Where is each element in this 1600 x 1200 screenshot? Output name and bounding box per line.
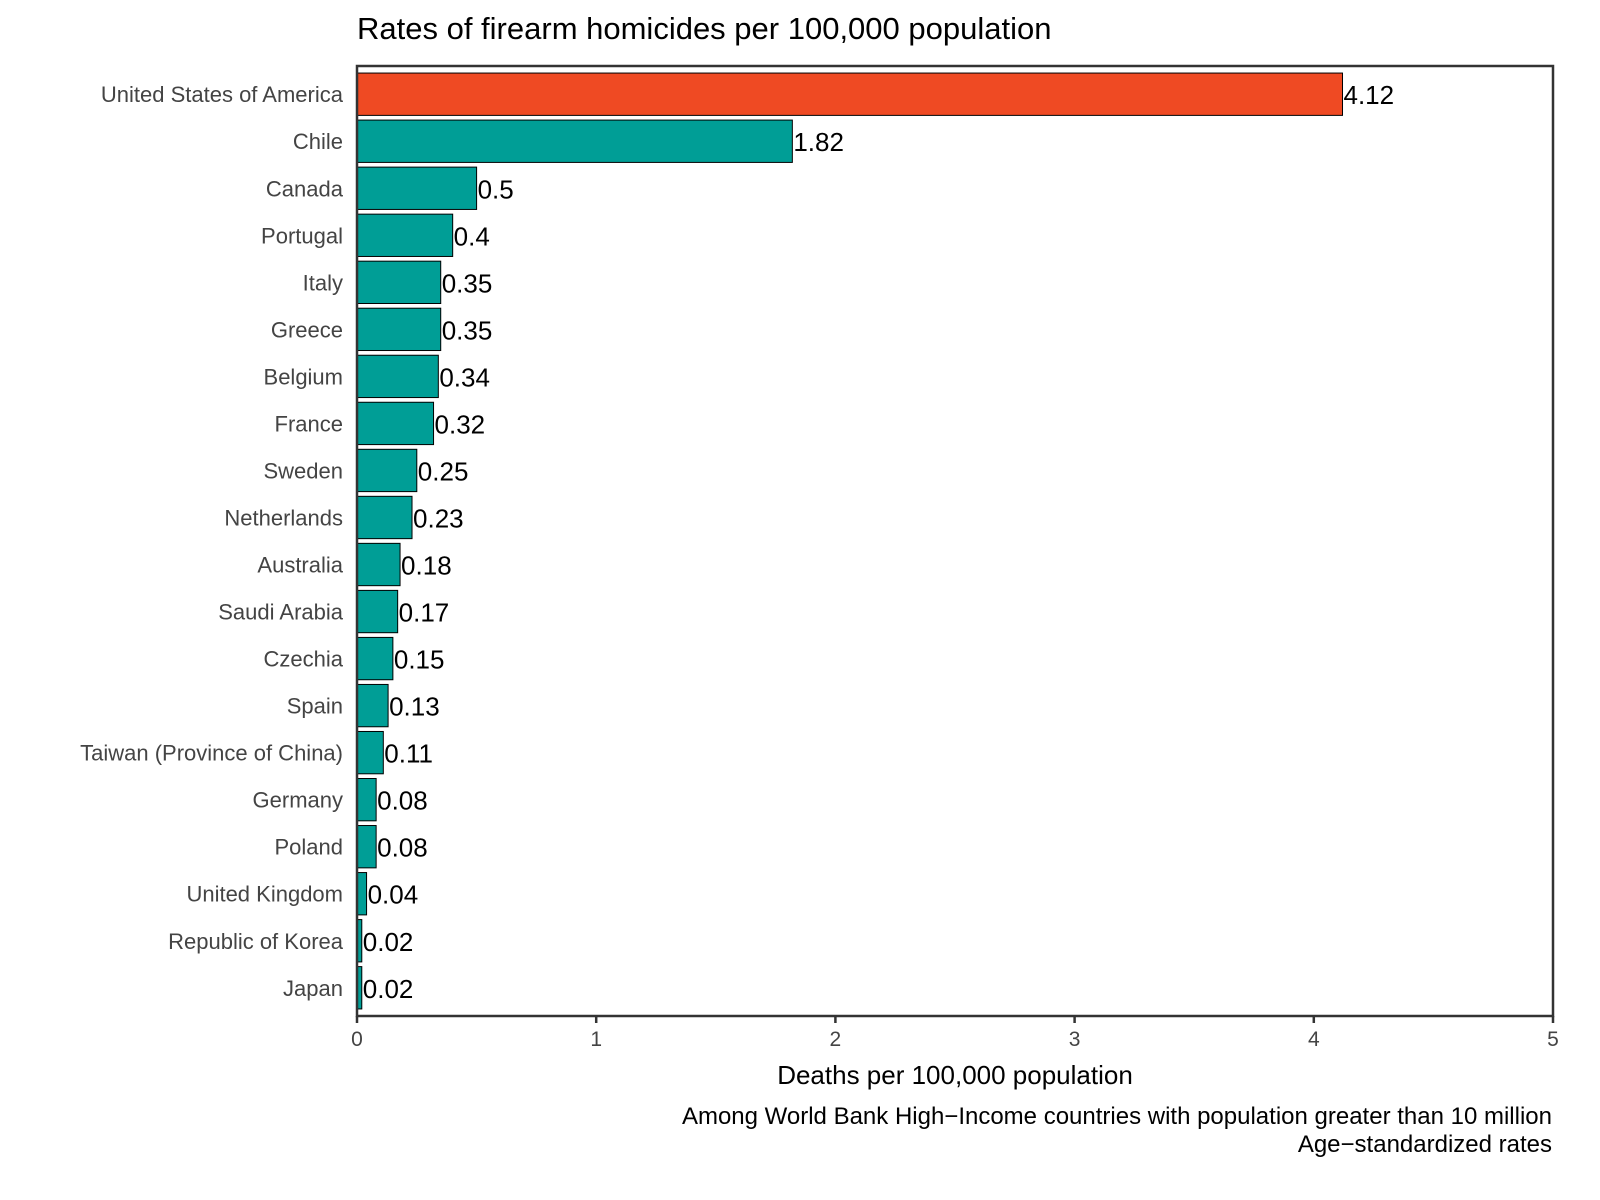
bar: [356, 119, 793, 163]
bar: [356, 872, 368, 916]
category-label: Portugal: [261, 223, 343, 248]
bar: [356, 307, 442, 352]
category-label: Canada: [266, 176, 344, 201]
value-label: 0.18: [401, 551, 452, 581]
value-label: 0.25: [418, 456, 469, 486]
category-label: Sweden: [263, 458, 343, 483]
value-label: 0.13: [389, 692, 440, 722]
bar: [356, 401, 435, 446]
value-label: 0.04: [368, 880, 419, 910]
caption-line-1: Among World Bank High−Income countries w…: [682, 1103, 1552, 1130]
bar: [356, 636, 394, 681]
category-label: Germany: [253, 788, 343, 813]
category-label: Netherlands: [224, 505, 343, 530]
value-label: 0.34: [439, 362, 490, 392]
category-label: United Kingdom: [186, 882, 343, 907]
value-label: 0.35: [442, 315, 493, 345]
value-label: 0.4: [454, 221, 490, 251]
x-tick-label: 4: [1308, 1028, 1320, 1051]
bar: [356, 260, 442, 305]
value-label: 0.23: [413, 503, 464, 533]
x-tick-label: 5: [1547, 1028, 1559, 1051]
value-label: 1.82: [793, 127, 844, 157]
x-tick-label: 1: [590, 1028, 602, 1051]
value-label: 0.32: [435, 409, 486, 439]
value-label: 0.35: [442, 268, 493, 298]
bar: [356, 166, 478, 210]
category-label: Czechia: [264, 647, 344, 672]
category-label: Republic of Korea: [168, 929, 344, 954]
value-label: 0.15: [394, 645, 445, 675]
value-label: 0.17: [399, 598, 450, 628]
bar: [356, 778, 377, 822]
caption-line-2: Age−standardized rates: [1298, 1131, 1552, 1158]
category-label: United States of America: [101, 82, 344, 107]
value-label: 0.11: [384, 739, 433, 769]
bar: [356, 730, 384, 775]
category-label: France: [275, 411, 343, 436]
bar: [356, 213, 454, 257]
bar: [356, 683, 389, 728]
chart-title: Rates of firearm homicides per 100,000 p…: [357, 11, 1051, 46]
category-label: Chile: [293, 129, 343, 154]
bar: [356, 72, 1344, 116]
bar: [356, 589, 399, 634]
category-label: Saudi Arabia: [218, 600, 344, 625]
category-label: Taiwan (Province of China): [80, 741, 343, 766]
x-axis-label: Deaths per 100,000 population: [777, 1060, 1133, 1090]
category-label: Italy: [303, 270, 343, 295]
category-label: Japan: [283, 976, 343, 1001]
category-label: Greece: [271, 317, 343, 342]
x-tick-label: 0: [351, 1028, 363, 1051]
bar: [356, 542, 401, 587]
value-label: 0.02: [363, 974, 414, 1004]
value-label: 4.12: [1344, 80, 1395, 110]
value-label: 0.08: [377, 786, 428, 816]
category-label: Spain: [287, 694, 343, 719]
x-tick-label: 2: [830, 1028, 842, 1051]
value-label: 0.08: [377, 833, 428, 863]
category-label: Poland: [274, 835, 343, 860]
category-label: Australia: [257, 553, 343, 578]
bar: [356, 825, 377, 869]
category-label: Belgium: [264, 364, 343, 389]
x-tick-label: 3: [1069, 1028, 1081, 1051]
value-label: 0.02: [363, 927, 414, 957]
value-label: 0.5: [478, 174, 514, 204]
bar: [356, 354, 439, 399]
bar: [356, 448, 418, 493]
plot-frame: [355, 64, 1555, 1018]
bar: [356, 495, 413, 540]
